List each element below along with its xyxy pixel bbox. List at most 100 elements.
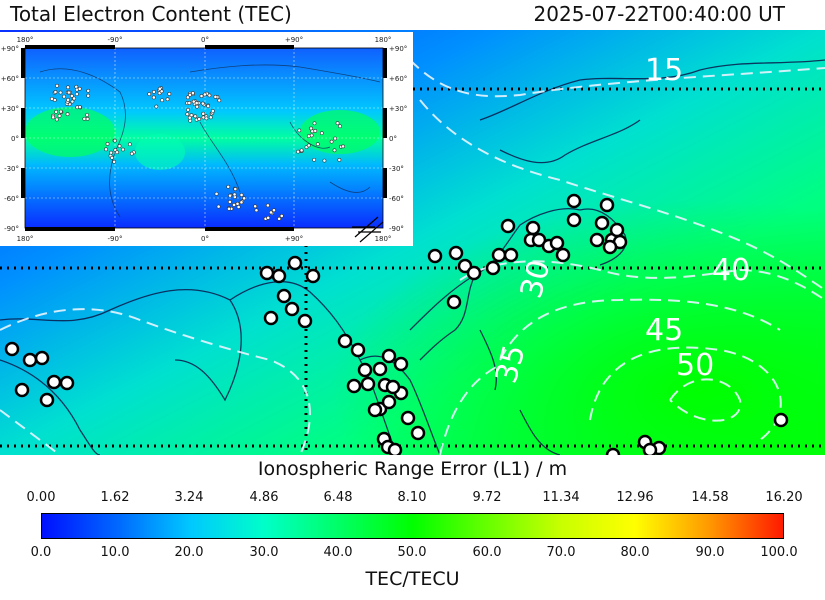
inset-lat-label-left: -60° <box>4 195 19 203</box>
inset-station-marker <box>193 114 198 119</box>
gnss-station-marker[interactable] <box>566 212 582 228</box>
gnss-station-marker[interactable] <box>259 265 275 281</box>
gnss-station-marker[interactable] <box>387 442 403 455</box>
gnss-station-marker[interactable] <box>448 245 464 261</box>
gnss-station-marker[interactable] <box>393 356 409 372</box>
gnss-station-marker[interactable] <box>346 378 362 394</box>
gnss-station-marker[interactable] <box>410 425 426 441</box>
gnss-station-marker[interactable] <box>276 288 292 304</box>
gnss-station-marker[interactable] <box>599 197 615 213</box>
gnss-station-marker[interactable] <box>605 447 621 455</box>
gnss-station-marker[interactable] <box>385 379 401 395</box>
gnss-station-marker[interactable] <box>602 239 618 255</box>
gnss-station-marker[interactable] <box>4 341 20 357</box>
inset-station-marker <box>269 210 273 215</box>
gnss-station-marker[interactable] <box>589 232 605 248</box>
gnss-station-marker[interactable] <box>14 382 30 398</box>
gnss-stations <box>4 193 789 455</box>
gnss-station-marker[interactable] <box>773 412 789 428</box>
inset-station-marker <box>279 213 284 218</box>
inset-station-marker <box>113 138 117 143</box>
gnss-station-marker[interactable] <box>360 376 376 392</box>
gnss-station-marker[interactable] <box>357 362 373 378</box>
gnss-station-marker[interactable] <box>555 247 571 263</box>
range-tick: 6.48 <box>323 490 353 505</box>
gnss-station-marker[interactable] <box>427 248 443 264</box>
gnss-station-marker[interactable] <box>566 193 582 209</box>
gnss-station-marker[interactable] <box>381 394 397 410</box>
range-error-label: Ionospheric Range Error (L1) / m <box>257 458 568 480</box>
gnss-station-marker[interactable] <box>350 342 366 358</box>
gnss-station-marker[interactable] <box>381 348 397 364</box>
range-tick: 14.58 <box>691 490 729 505</box>
gnss-station-marker[interactable] <box>503 247 519 263</box>
gnss-station-marker[interactable] <box>491 247 507 263</box>
gnss-station-marker[interactable] <box>367 402 383 418</box>
tec-tick: 20.0 <box>174 545 204 560</box>
range-tick: 16.20 <box>765 490 803 505</box>
inset-station-marker <box>85 113 89 117</box>
gnss-station-marker[interactable] <box>337 333 353 349</box>
inset-station-marker <box>188 93 192 97</box>
inset-lat-label-left: -30° <box>4 165 19 173</box>
gnss-station-marker[interactable] <box>22 352 38 368</box>
inset-station-marker <box>129 151 134 156</box>
inset-station-marker <box>105 142 110 146</box>
gnss-station-marker[interactable] <box>549 235 565 251</box>
gnss-station-marker[interactable] <box>500 218 516 234</box>
global-tec-inset[interactable]: 180° -90° 0° +90° 180° 180° -90° 0° +90°… <box>0 32 413 246</box>
gnss-station-marker[interactable] <box>297 313 313 329</box>
inset-station-marker <box>154 104 159 109</box>
inset-station-marker <box>51 115 56 120</box>
gnss-station-marker[interactable] <box>46 374 62 390</box>
inset-station-marker <box>312 157 317 162</box>
inset-station-marker <box>338 124 342 129</box>
gnss-station-marker[interactable] <box>446 294 462 310</box>
inset-lat-label-right: +30° <box>389 105 407 113</box>
inset-station-marker <box>194 101 199 105</box>
tec-tick: 40.0 <box>323 545 353 560</box>
inset-station-marker <box>239 200 244 205</box>
gnss-station-marker[interactable] <box>34 350 50 366</box>
gnss-station-marker[interactable] <box>39 392 55 408</box>
inset-station-marker <box>227 206 231 211</box>
gnss-station-marker[interactable] <box>466 265 482 281</box>
inset-station-marker <box>185 112 190 117</box>
gnss-station-marker[interactable] <box>372 361 388 377</box>
tec-tick: 60.0 <box>472 545 502 560</box>
gnss-station-marker[interactable] <box>305 268 321 284</box>
inset-lon-label-top: +90° <box>285 36 303 44</box>
timestamp: 2025-07-22T00:40:00 UT <box>533 2 785 26</box>
tec-tick: 70.0 <box>546 545 576 560</box>
inset-station-marker <box>54 117 59 122</box>
inset-lon-label-bottom: 180° <box>17 235 34 243</box>
inset-station-marker <box>200 101 205 106</box>
tec-colorbar <box>41 513 784 539</box>
inset-station-marker <box>151 95 156 100</box>
gnss-station-marker[interactable] <box>59 375 75 391</box>
inset-station-marker <box>332 148 337 153</box>
inset-station-marker <box>322 158 327 163</box>
inset-station-marker <box>187 101 192 105</box>
inset-station-marker <box>112 159 117 164</box>
gnss-station-marker[interactable] <box>525 220 541 236</box>
gnss-station-marker[interactable] <box>263 310 279 326</box>
inset-station-marker <box>337 158 342 162</box>
tec-tick: 10.0 <box>100 545 130 560</box>
tec-unit-label: TEC/TECU <box>365 568 460 590</box>
inset-station-marker <box>201 111 206 116</box>
gnss-station-marker[interactable] <box>594 215 610 231</box>
range-tick: 1.62 <box>100 490 130 505</box>
inset-station-marker <box>58 90 63 95</box>
tec-ticks: 0.0 10.0 20.0 30.0 40.0 50.0 60.0 70.0 8… <box>0 545 825 563</box>
gnss-station-marker[interactable] <box>642 442 658 455</box>
inset-station-marker <box>62 94 66 99</box>
gnss-station-marker[interactable] <box>400 410 416 426</box>
gnss-station-marker[interactable] <box>287 255 303 271</box>
gnss-station-marker[interactable] <box>271 268 287 284</box>
gnss-station-marker[interactable] <box>284 301 300 317</box>
inset-station-marker <box>296 149 300 154</box>
gnss-station-marker[interactable] <box>609 222 625 238</box>
gnss-station-marker[interactable] <box>485 260 501 276</box>
tec-contours <box>0 59 825 455</box>
